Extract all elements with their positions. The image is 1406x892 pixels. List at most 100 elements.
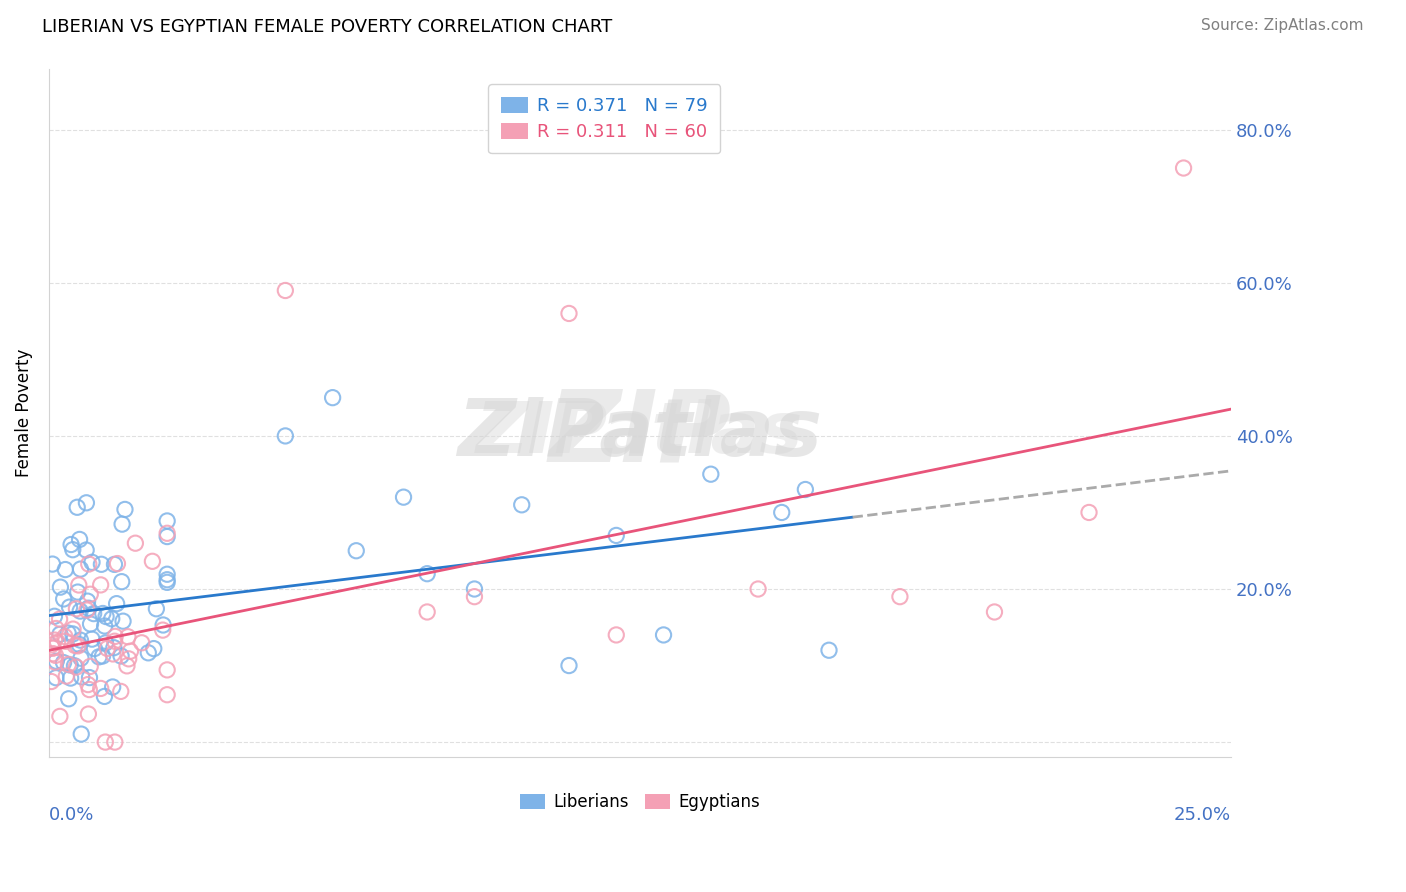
Point [124,536,146,550]
Point [558,658,581,673]
Point [558,306,581,320]
Point [115,658,138,673]
Point [76,603,98,617]
Point [53,630,76,644]
Point [69,533,91,547]
Point [652,628,675,642]
Point [145,601,167,615]
Point [80,555,103,569]
Point [103,558,125,572]
Point [42,640,65,655]
Point [77,601,100,615]
Point [111,574,134,589]
Point [58,691,80,706]
Point [69,604,91,618]
Point [101,680,124,694]
Point [156,663,179,677]
Point [100,612,122,626]
Point [83,607,105,621]
Point [49,580,72,594]
Point [63,658,86,673]
Point [77,677,100,691]
Point [70,727,93,741]
Point [63,639,86,653]
Point [120,644,142,658]
Point [59,658,82,673]
Point [1078,506,1101,520]
Point [83,641,105,656]
Point [274,284,297,298]
Text: 25.0%: 25.0% [1174,805,1230,823]
Point [70,651,93,665]
Point [136,646,159,660]
Point [463,590,485,604]
Point [110,648,132,663]
Point [45,654,67,668]
Point [45,671,67,685]
Point [70,670,93,684]
Point [52,591,75,606]
Point [80,632,103,647]
Point [463,582,485,596]
Point [983,605,1005,619]
Point [510,498,533,512]
Point [142,641,165,656]
Point [41,638,63,652]
Point [66,585,89,599]
Point [90,558,112,572]
Point [605,528,627,542]
Text: LIBERIAN VS EGYPTIAN FEMALE POVERTY CORRELATION CHART: LIBERIAN VS EGYPTIAN FEMALE POVERTY CORR… [42,18,613,36]
Point [55,669,77,683]
Point [44,633,66,648]
Point [87,649,110,664]
Point [66,500,89,515]
Point [416,566,439,581]
Point [117,630,139,644]
Point [52,656,75,670]
Point [62,627,84,641]
Point [79,682,101,697]
Point [48,612,70,626]
Point [156,530,179,544]
Point [91,607,114,621]
Point [65,601,87,615]
Point [42,647,65,661]
Point [110,684,132,698]
Point [103,640,125,655]
Point [1173,161,1195,175]
Point [156,575,179,590]
Point [79,659,101,673]
Point [77,706,100,721]
Point [91,648,114,663]
Point [156,514,179,528]
Point [69,562,91,576]
Point [41,557,63,571]
Point [56,626,79,640]
Point [770,506,793,520]
Point [114,502,136,516]
Point [58,600,80,615]
Point [67,638,90,652]
Point [156,573,179,587]
Point [44,648,66,663]
Point [104,629,127,643]
Point [96,641,118,656]
Point [112,614,135,628]
Point [152,618,174,632]
Point [59,671,82,685]
Point [79,671,101,685]
Point [818,643,841,657]
Point [156,567,179,582]
Point [107,557,129,571]
Y-axis label: Female Poverty: Female Poverty [15,349,32,477]
Point [794,483,817,497]
Point [605,628,627,642]
Point [49,627,72,641]
Point [79,617,101,632]
Text: 0.0%: 0.0% [49,805,94,823]
Point [322,391,344,405]
Point [105,597,128,611]
Point [46,635,69,649]
Point [65,660,87,674]
Point [93,619,115,633]
